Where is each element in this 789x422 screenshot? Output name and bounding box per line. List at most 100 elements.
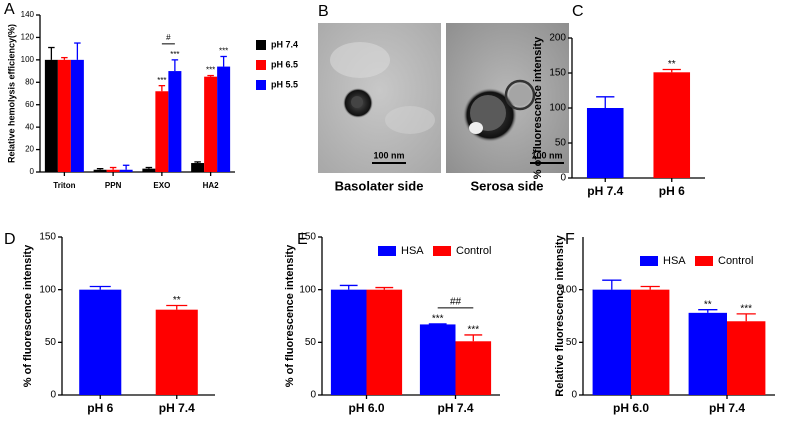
- y-tick-label: 80: [25, 77, 34, 86]
- image-caption: Serosa side: [471, 178, 544, 193]
- y-tick-label: 0: [571, 390, 577, 401]
- legend-label: Control: [456, 245, 491, 257]
- legend-swatch: [433, 246, 451, 256]
- legend-swatch: [695, 256, 713, 266]
- scale-bar-label: 100 nm: [373, 150, 404, 160]
- panel-label: A: [4, 1, 15, 18]
- bar: [586, 108, 624, 178]
- significance-label: ***: [467, 325, 479, 336]
- x-tick-label: Triton: [53, 181, 75, 190]
- significance-label: ***: [432, 314, 444, 325]
- y-tick-label: 50: [555, 138, 567, 149]
- y-tick-label: 60: [25, 100, 34, 109]
- y-tick-label: 0: [310, 390, 316, 401]
- y-tick-label: 50: [566, 337, 578, 348]
- y-tick-label: 120: [21, 33, 35, 42]
- bar: [93, 169, 107, 172]
- bar: [653, 72, 691, 178]
- significance-label: ***: [170, 50, 179, 59]
- micrograph: 100 nm: [446, 23, 569, 173]
- significance-label: ***: [157, 76, 166, 85]
- scale-bar-label: 100 nm: [531, 150, 562, 160]
- image-caption: Basolater side: [335, 178, 424, 193]
- bar: [631, 289, 670, 395]
- x-tick-label: pH 7.4: [159, 401, 195, 415]
- significance-label: ***: [206, 66, 215, 75]
- y-tick-label: 0: [560, 173, 566, 184]
- y-tick-label: 20: [25, 145, 34, 154]
- legend-swatch: [640, 256, 658, 266]
- bar: [204, 76, 218, 172]
- bar: [106, 169, 120, 172]
- bar: [57, 59, 71, 172]
- bar: [70, 59, 84, 172]
- bracket-label: ##: [450, 297, 462, 308]
- y-tick-label: 100: [560, 284, 577, 295]
- panel-label: E: [297, 231, 308, 248]
- legend-swatch: [256, 40, 266, 50]
- y-tick-label: 100: [549, 103, 566, 114]
- y-tick-label: 40: [25, 122, 34, 131]
- y-tick-label: 100: [21, 55, 35, 64]
- bar: [119, 169, 133, 172]
- legend-label: pH 5.5: [271, 79, 298, 89]
- y-tick-label: 150: [39, 232, 56, 243]
- significance-label: ***: [219, 47, 228, 56]
- legend-swatch: [378, 246, 396, 256]
- panel-label: C: [572, 3, 584, 20]
- bar: [688, 312, 727, 395]
- y-axis-label: % of fluorescence intensity: [284, 244, 296, 387]
- bar: [44, 59, 58, 172]
- y-tick-label: 150: [549, 68, 566, 79]
- y-tick-label: 140: [21, 10, 35, 19]
- bar: [155, 91, 169, 172]
- y-tick-label: 50: [305, 337, 317, 348]
- x-tick-label: pH 7.4: [437, 401, 473, 415]
- bar: [142, 168, 156, 172]
- bar: [155, 309, 198, 395]
- y-axis-label: % of fluorescence intensity: [22, 244, 34, 387]
- y-axis-label: Relative fluorescence intensity: [554, 234, 566, 396]
- bar: [217, 66, 231, 172]
- x-tick-label: pH 7.4: [709, 401, 745, 415]
- significance-label: **: [668, 59, 676, 70]
- bar: [455, 341, 492, 395]
- bar: [168, 71, 182, 172]
- bar: [366, 289, 403, 395]
- bar: [330, 289, 367, 395]
- x-tick-label: pH 6: [87, 401, 113, 415]
- x-tick-label: HA2: [203, 181, 220, 190]
- legend-label: HSA: [401, 245, 424, 257]
- y-axis-label: % of fluorescence intensity: [532, 36, 544, 179]
- panel-label: D: [4, 231, 16, 248]
- legend-label: HSA: [663, 255, 686, 267]
- panel-label: B: [318, 3, 329, 20]
- legend-label: Control: [718, 255, 753, 267]
- legend-swatch: [256, 80, 266, 90]
- x-tick-label: pH 6.0: [348, 401, 384, 415]
- y-tick-label: 100: [39, 284, 56, 295]
- bracket-label: #: [166, 33, 171, 42]
- significance-label: ***: [740, 304, 752, 315]
- legend-label: pH 7.4: [271, 39, 298, 49]
- x-tick-label: EXO: [153, 181, 170, 190]
- legend-label: pH 6.5: [271, 59, 298, 69]
- bar: [191, 163, 205, 172]
- micrograph: 100 nm: [318, 23, 441, 173]
- y-tick-label: 150: [299, 232, 316, 243]
- x-tick-label: PPN: [105, 181, 122, 190]
- y-tick-label: 0: [50, 390, 56, 401]
- bar: [419, 324, 456, 395]
- y-tick-label: 200: [549, 33, 566, 44]
- panel-label: F: [565, 231, 575, 248]
- y-tick-label: 100: [299, 284, 316, 295]
- y-axis-label: Relative hemolysis efficiency(%): [6, 24, 16, 163]
- y-tick-label: 50: [45, 337, 57, 348]
- bar: [727, 321, 766, 395]
- x-tick-label: pH 6.0: [613, 401, 649, 415]
- significance-label: **: [173, 295, 181, 306]
- x-tick-label: pH 6: [659, 184, 685, 198]
- legend-swatch: [256, 60, 266, 70]
- y-tick-label: 0: [30, 167, 35, 176]
